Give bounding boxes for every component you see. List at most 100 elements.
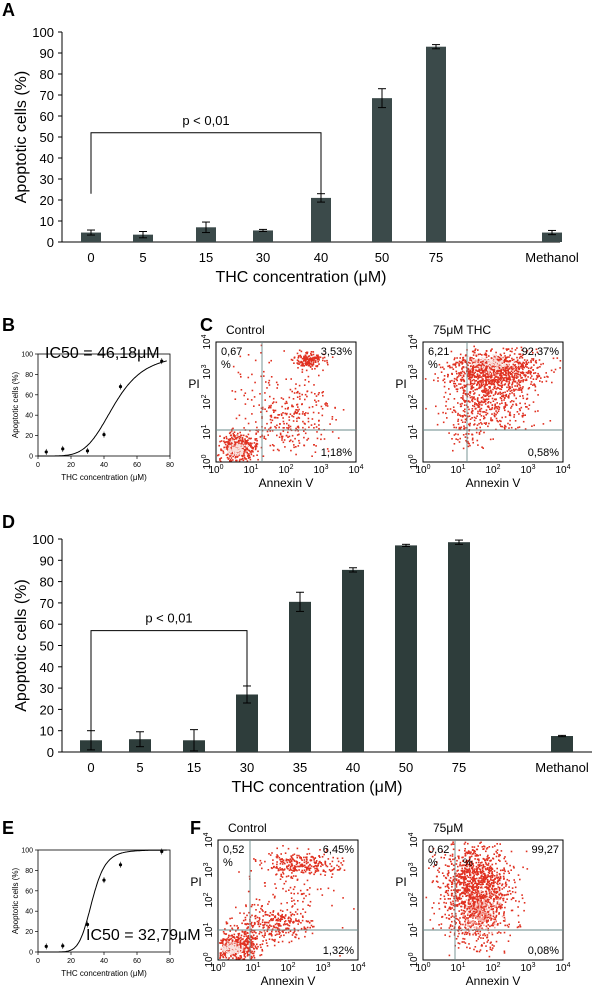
quadrant-lower-right-value: 0,08% — [528, 945, 559, 957]
y-tick-label: 100 — [32, 25, 54, 40]
y-tick-label: 70 — [40, 88, 54, 103]
y-tick-label: 101 — [203, 922, 215, 937]
x-tick-label: 5 — [136, 760, 143, 775]
x-tick-label: 101 — [245, 962, 260, 974]
quadrant-upper-left-value: 6,21 — [428, 346, 449, 358]
x-tick-label: 102 — [278, 464, 293, 476]
y-tick-label: 80 — [25, 372, 33, 379]
y-tick-label: 90 — [40, 46, 54, 61]
plot-frame — [38, 354, 170, 456]
x-tick-label: 20 — [67, 958, 75, 965]
quadrant-upper-right-value: 92,37% — [522, 346, 560, 358]
y-tick-label: 40 — [25, 413, 33, 420]
y-tick-label: 80 — [40, 67, 54, 82]
x-axis-title: Annexin V — [466, 476, 521, 490]
plot-title: Control — [226, 323, 265, 337]
y-tick-label: 60 — [40, 617, 54, 632]
x-axis-title: Annexin V — [259, 476, 314, 490]
x-tick-label: 101 — [450, 962, 465, 974]
scatter-dots — [219, 845, 355, 960]
x-tick-label: 30 — [240, 760, 254, 775]
quadrant-upper-left-value: 0,52 — [223, 844, 244, 856]
y-tick-label: 40 — [40, 660, 54, 675]
x-axis-title: THC concentration (μM) — [231, 779, 402, 796]
y-tick-label: 20 — [40, 702, 54, 717]
y-axis-title: PI — [188, 377, 199, 391]
y-tick-label: 104 — [408, 832, 420, 847]
x-tick-label: 80 — [166, 958, 174, 965]
quadrant-upper-left-unit: % — [428, 857, 438, 869]
y-axis-title: Apoptotic cells (%) — [11, 868, 20, 935]
x-tick-label: 103 — [313, 464, 328, 476]
y-tick-label: 102 — [408, 892, 420, 907]
x-tick-label: 20 — [67, 462, 75, 469]
y-tick-label: 103 — [408, 364, 420, 379]
quadrant-lower-right-value: 1,18% — [321, 447, 352, 459]
x-tick-label: 0 — [36, 462, 40, 469]
x-tick-label: 15 — [199, 250, 213, 265]
significance-label: p < 0,01 — [145, 611, 192, 626]
x-tick-label: 101 — [243, 464, 258, 476]
y-tick-label: 0 — [29, 454, 33, 461]
y-tick-label: 103 — [408, 862, 420, 877]
y-tick-label: 60 — [25, 392, 33, 399]
y-tick-label: 101 — [201, 424, 213, 439]
svg-text:IC50 = 46,18μM: IC50 = 46,18μM — [45, 345, 160, 362]
x-tick-label: 75 — [429, 250, 443, 265]
y-tick-label: 30 — [40, 172, 54, 187]
y-tick-label: 0 — [47, 235, 54, 250]
y-tick-label: 20 — [25, 929, 33, 936]
y-tick-label: 103 — [203, 862, 215, 877]
y-tick-label: 60 — [25, 888, 33, 895]
x-tick-label: 102 — [280, 962, 295, 974]
y-tick-label: 100 — [201, 454, 213, 469]
scatter-dots — [425, 346, 561, 452]
y-axis-title: Apoptotic cells (%) — [11, 372, 20, 439]
y-tick-label: 104 — [203, 832, 215, 847]
y-tick-label: 0 — [29, 950, 33, 957]
x-tick-label: 60 — [133, 958, 141, 965]
plot-title: 75μM — [433, 821, 463, 835]
bar — [253, 230, 273, 242]
x-tick-label: 0 — [36, 958, 40, 965]
x-tick-label: 80 — [166, 462, 174, 469]
y-tick-label: 20 — [25, 433, 33, 440]
y-tick-label: 100 — [21, 352, 33, 359]
x-tick-label: 101 — [450, 464, 465, 476]
x-tick-label: 0 — [87, 250, 94, 265]
quadrant-upper-left-unit: % — [221, 359, 231, 371]
svg-text:IC50 = 32,79μM: IC50 = 32,79μM — [86, 927, 201, 944]
y-tick-label: 100 — [408, 454, 420, 469]
y-tick-label: 50 — [40, 130, 54, 145]
bar — [342, 570, 364, 752]
y-tick-label: 100 — [21, 848, 33, 855]
y-tick-label: 80 — [25, 868, 33, 875]
y-axis-title: PI — [395, 875, 406, 889]
quadrant-upper-left-value: 0,62 — [428, 844, 449, 856]
y-tick-label: 104 — [201, 334, 213, 349]
y-tick-label: 70 — [40, 596, 54, 611]
quadrant-lower-right-value: 0,58% — [528, 447, 559, 459]
y-tick-label: 102 — [201, 394, 213, 409]
y-tick-label: 80 — [40, 575, 54, 590]
bar — [372, 98, 392, 242]
y-tick-label: 60 — [40, 109, 54, 124]
plot-title: 75μM THC — [433, 323, 491, 337]
significance-bracket — [91, 631, 247, 731]
y-tick-label: 101 — [408, 922, 420, 937]
fit-curve — [38, 361, 167, 456]
x-tick-label: 5 — [139, 250, 146, 265]
y-tick-label: 101 — [408, 424, 420, 439]
y-tick-label: 20 — [40, 193, 54, 208]
x-tick-label: 102 — [485, 464, 500, 476]
bar — [426, 47, 446, 242]
bar — [551, 736, 573, 752]
y-axis-title: Apoptotic cells (%) — [13, 71, 30, 204]
y-tick-label: 104 — [408, 334, 420, 349]
x-tick-label: 104 — [555, 962, 570, 974]
